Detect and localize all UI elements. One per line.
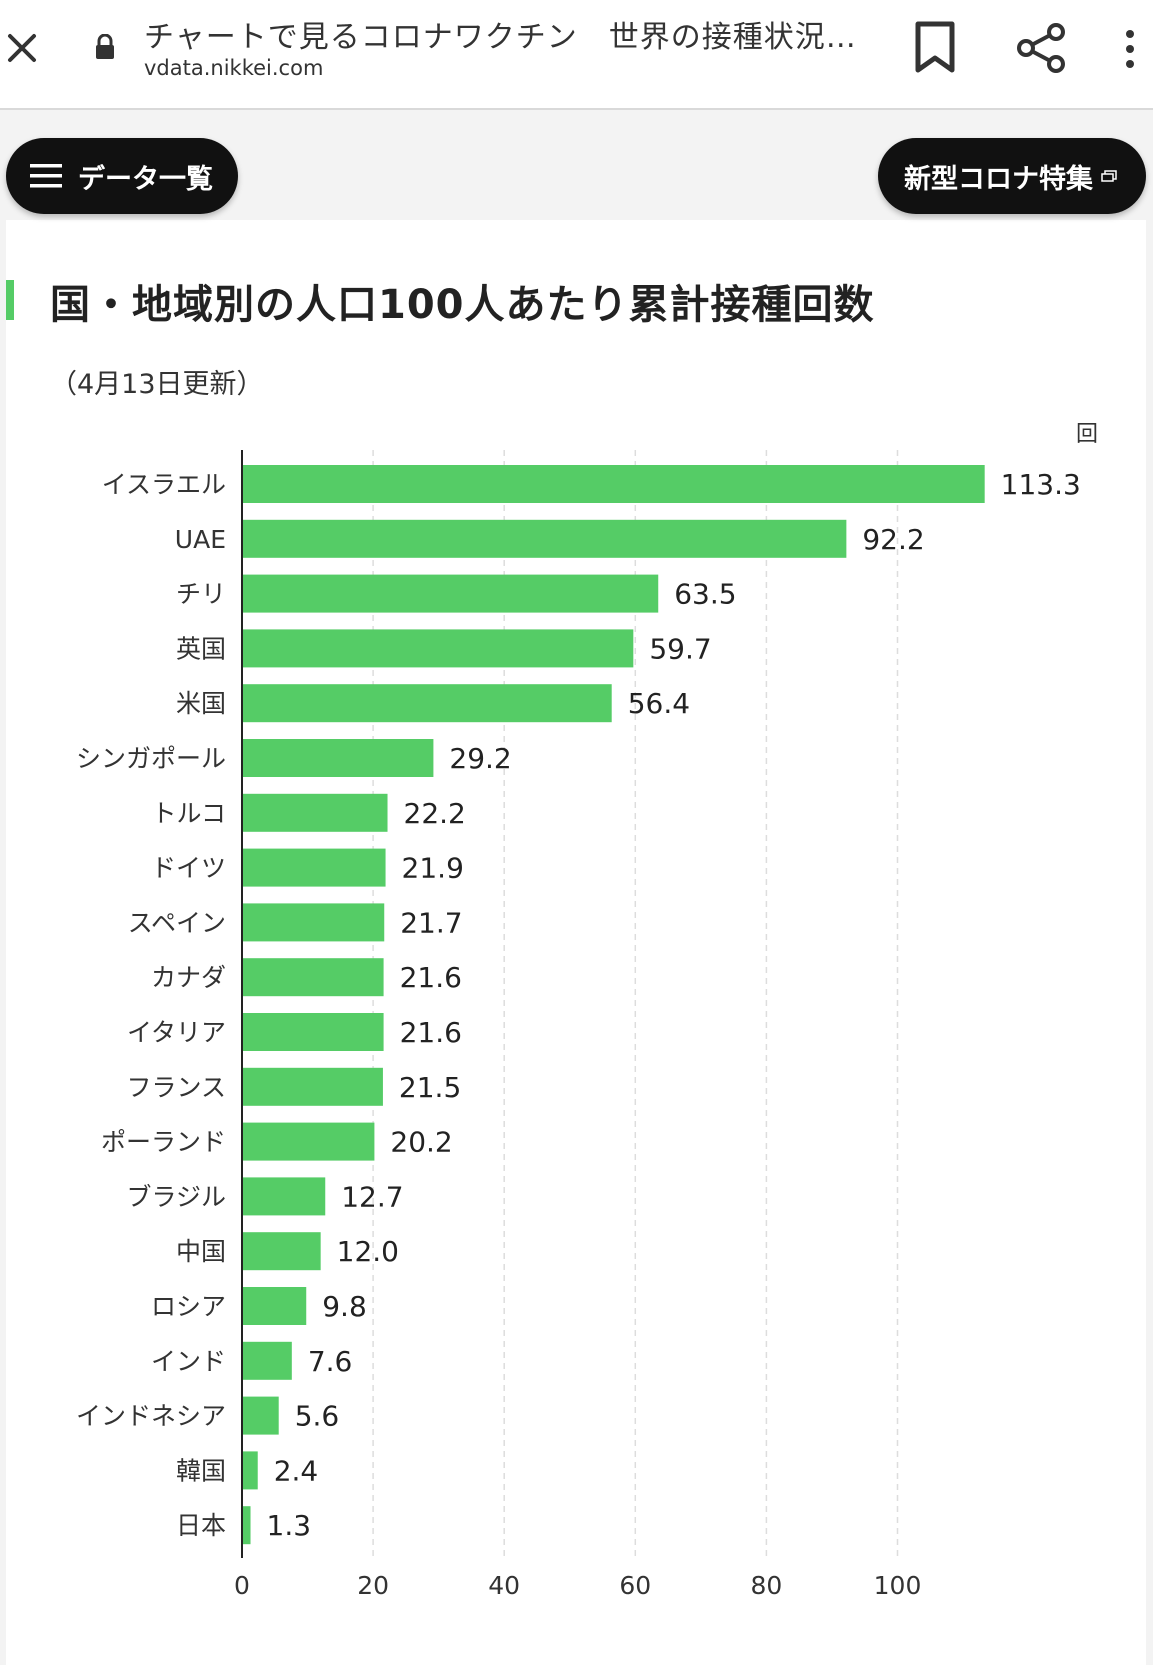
value-label: 2.4 — [274, 1454, 319, 1487]
category-label: 日本 — [176, 1511, 226, 1540]
x-tick-label: 80 — [750, 1571, 782, 1600]
bar — [242, 1067, 383, 1106]
corona-feature-label: 新型コロナ特集 — [904, 163, 1093, 195]
lock-icon — [96, 34, 114, 59]
value-label: 92.2 — [862, 523, 924, 556]
page-title-bar: チャートで見るコロナワクチン 世界の接種状況… — [144, 20, 857, 55]
bar — [242, 574, 659, 613]
category-label: UAE — [175, 525, 226, 554]
value-label: 21.9 — [402, 852, 464, 885]
value-label: 9.8 — [322, 1290, 367, 1323]
value-label: 22.2 — [404, 797, 466, 830]
value-label: 21.6 — [400, 961, 462, 994]
value-label: 20.2 — [390, 1126, 452, 1159]
bar — [242, 519, 847, 558]
unit-label: 回 — [1076, 422, 1099, 447]
bar — [242, 739, 434, 777]
value-label: 7.6 — [308, 1345, 353, 1378]
bar — [242, 1177, 326, 1216]
x-tick-label: 60 — [619, 1571, 651, 1600]
bar — [242, 1287, 307, 1325]
category-label: ドイツ — [151, 854, 226, 883]
value-label: 21.5 — [399, 1071, 461, 1104]
page-url: vdata.nikkei.com — [144, 56, 324, 80]
category-label: トルコ — [151, 799, 226, 828]
x-tick-label: 20 — [357, 1571, 389, 1600]
category-label: フランス — [126, 1073, 226, 1102]
title-accent-bar — [6, 280, 14, 320]
category-label: カナダ — [151, 963, 226, 992]
value-label: 12.0 — [337, 1235, 399, 1268]
category-label: ブラジル — [126, 1182, 226, 1211]
bar — [242, 1013, 384, 1051]
bar — [242, 1341, 292, 1380]
category-label: 米国 — [176, 689, 226, 718]
x-tick-label: 0 — [234, 1571, 250, 1600]
x-tick-label: 100 — [874, 1571, 922, 1600]
chart-card — [6, 220, 1146, 1665]
value-label: 59.7 — [649, 632, 711, 665]
category-label: イタリア — [127, 1018, 226, 1047]
category-label: インドネシア — [76, 1402, 226, 1431]
bar — [242, 793, 388, 832]
value-label: 113.3 — [1001, 468, 1081, 501]
corona-feature-button[interactable]: 新型コロナ特集 — [878, 138, 1146, 214]
bar — [242, 1451, 258, 1490]
category-label: 英国 — [176, 634, 226, 663]
category-label: スペイン — [128, 908, 226, 937]
bar — [242, 1232, 321, 1271]
bar — [242, 629, 634, 668]
category-label: チリ — [176, 580, 226, 609]
category-label: インド — [151, 1347, 226, 1376]
chart-title: 国・地域別の人口100人あたり累計接種回数 — [50, 282, 875, 328]
external-link-icon — [1101, 170, 1117, 182]
bookmark-icon[interactable] — [912, 20, 958, 74]
bar — [242, 1396, 279, 1435]
bar — [242, 903, 385, 942]
value-label: 56.4 — [628, 687, 690, 720]
value-label: 5.6 — [295, 1400, 340, 1433]
value-label: 12.7 — [341, 1180, 403, 1213]
x-tick-label: 40 — [488, 1571, 520, 1600]
more-vert-icon[interactable] — [1118, 26, 1142, 72]
category-label: 韓国 — [176, 1456, 226, 1485]
value-label: 21.6 — [400, 1016, 462, 1049]
bar — [242, 465, 985, 503]
bar — [242, 958, 384, 997]
value-label: 1.3 — [267, 1509, 312, 1542]
bar — [242, 684, 612, 723]
data-list-label: データ一覧 — [78, 163, 213, 195]
category-label: ポーランド — [101, 1128, 226, 1157]
data-list-button[interactable]: データ一覧 — [6, 138, 238, 214]
bar — [242, 848, 386, 887]
bar — [242, 1122, 375, 1161]
menu-icon — [30, 164, 62, 188]
update-date: （4月13日更新） — [50, 369, 264, 400]
close-icon[interactable] — [4, 26, 40, 66]
value-label: 63.5 — [674, 578, 736, 611]
value-label: 21.7 — [400, 906, 462, 939]
browser-toolbar: チャートで見るコロナワクチン 世界の接種状況… vdata.nikkei.com — [0, 0, 1153, 110]
category-label: 中国 — [176, 1237, 226, 1266]
category-label: シンガポール — [76, 744, 226, 773]
category-label: イスラエル — [102, 470, 226, 499]
share-icon[interactable] — [1012, 20, 1070, 76]
bar — [242, 1506, 251, 1545]
value-label: 29.2 — [449, 742, 511, 775]
category-label: ロシア — [151, 1292, 226, 1321]
